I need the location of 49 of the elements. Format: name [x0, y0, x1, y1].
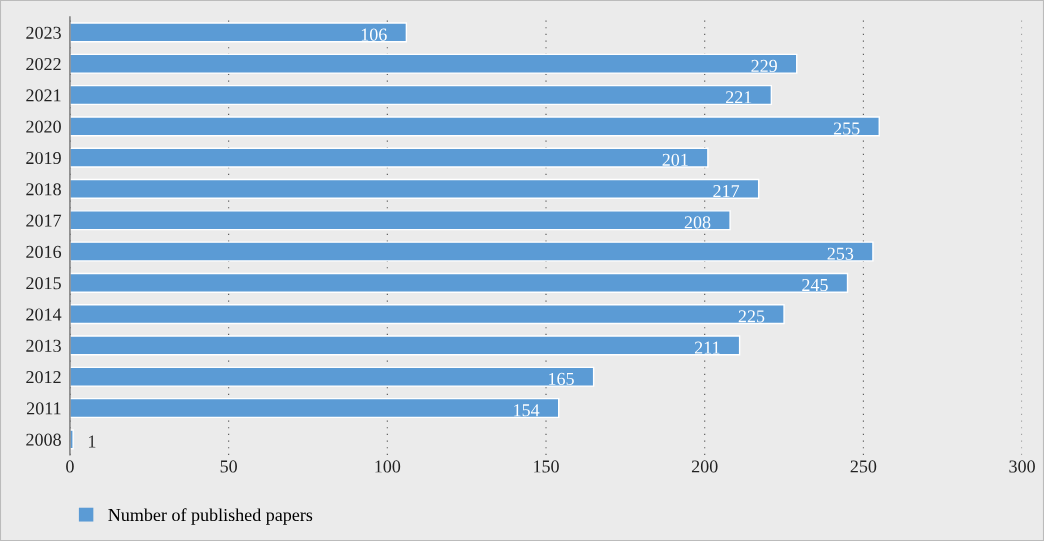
x-tick-label: 50 [220, 460, 237, 473]
bar [69, 147, 709, 168]
bar [69, 304, 785, 325]
bar [69, 84, 773, 106]
x-tick-label: 150 [534, 460, 559, 473]
data-label: 217 [713, 185, 740, 198]
y-tick-label: 2012 [26, 370, 61, 384]
x-tick-label: 300 [1009, 460, 1035, 473]
y-tick-label: 2011 [26, 402, 61, 415]
data-label: 154 [514, 404, 540, 417]
data-label: 1 [88, 435, 96, 448]
data-label: 106 [361, 28, 387, 41]
bar [69, 241, 874, 262]
data-label: 253 [827, 247, 854, 260]
y-tick-label: 2022 [26, 57, 61, 71]
legend-label: Number of published papers [108, 508, 313, 525]
bar [69, 210, 731, 231]
bar [69, 116, 880, 137]
y-tick-label: 2017 [26, 214, 62, 227]
bar [69, 53, 798, 74]
y-tick-label: 2016 [26, 245, 62, 258]
y-tick-label: 2019 [26, 151, 61, 165]
data-label: 255 [833, 122, 860, 135]
bar [69, 335, 741, 356]
y-tick-label: 2020 [26, 120, 61, 133]
data-label: 221 [726, 91, 752, 104]
y-tick-label: 2023 [26, 26, 61, 39]
y-tick-label: 2014 [26, 308, 62, 321]
data-label: 225 [738, 310, 765, 323]
bar [69, 272, 849, 293]
bar [69, 178, 760, 200]
bar [69, 397, 560, 419]
bar [69, 366, 595, 387]
x-tick-label: 250 [850, 460, 877, 473]
data-label: 211 [694, 341, 720, 354]
x-tick-label: 200 [691, 460, 718, 473]
x-tick-label: 0 [66, 460, 74, 473]
data-label: 208 [684, 216, 711, 229]
y-tick-label: 2021 [26, 89, 61, 102]
y-tick-label: 2015 [26, 277, 61, 290]
y-tick-label: 2013 [26, 339, 61, 352]
data-label: 229 [751, 59, 777, 72]
data-label: 245 [802, 278, 828, 292]
x-tick-label: 100 [375, 460, 401, 473]
bar [69, 22, 408, 43]
y-tick-label: 2008 [26, 433, 61, 446]
data-label: 201 [662, 153, 688, 166]
y-tick-label: 2018 [26, 183, 61, 196]
data-label: 165 [549, 372, 574, 385]
